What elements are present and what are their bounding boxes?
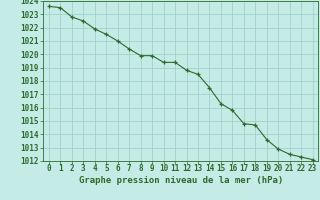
X-axis label: Graphe pression niveau de la mer (hPa): Graphe pression niveau de la mer (hPa) <box>79 176 283 185</box>
